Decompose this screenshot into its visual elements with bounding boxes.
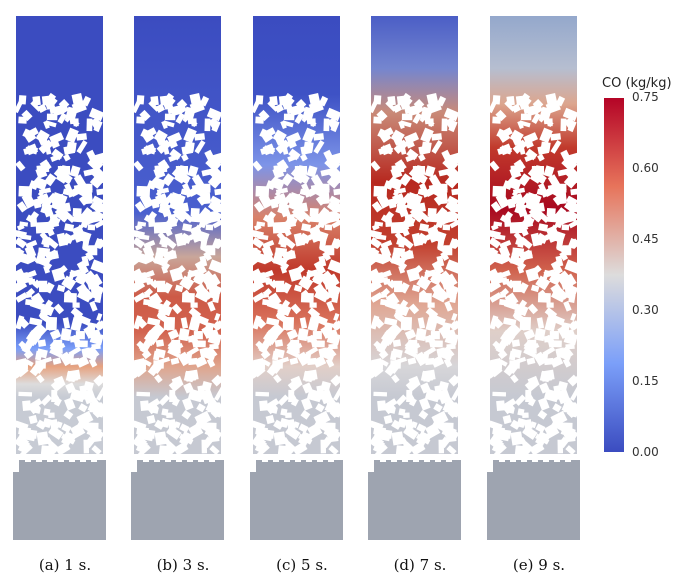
reactor-field [487, 16, 580, 540]
caption-a: (a) 1 s. [38, 556, 92, 574]
reactor-field [131, 16, 224, 540]
panel-b [131, 16, 224, 540]
plenum-region [368, 460, 461, 540]
panel-d [368, 16, 461, 540]
panel-e [487, 16, 580, 540]
plenum-region [13, 460, 106, 540]
colorbar-gradient [604, 98, 624, 452]
colorbar-tick: 0.60 [632, 161, 659, 175]
caption-c: (c) 5 s. [276, 556, 328, 574]
panel-c [250, 16, 343, 540]
colorbar-tick: 0.75 [632, 90, 659, 104]
plenum-region [131, 460, 224, 540]
caption-e: (e) 9 s. [512, 556, 566, 574]
caption-d: (d) 7 s. [393, 556, 447, 574]
reactor-field [250, 16, 343, 540]
reactor-field [368, 16, 461, 540]
colorbar-title: CO (kg/kg) [602, 76, 672, 91]
plenum-region [487, 460, 580, 540]
colorbar-tick: 0.15 [632, 374, 659, 388]
panel-a [13, 16, 106, 540]
plenum-region [250, 460, 343, 540]
reactor-field [13, 16, 106, 540]
colorbar-tick: 0.00 [632, 445, 659, 459]
caption-b: (b) 3 s. [156, 556, 210, 574]
colorbar-tick: 0.30 [632, 303, 659, 317]
colorbar-tick: 0.45 [632, 232, 659, 246]
